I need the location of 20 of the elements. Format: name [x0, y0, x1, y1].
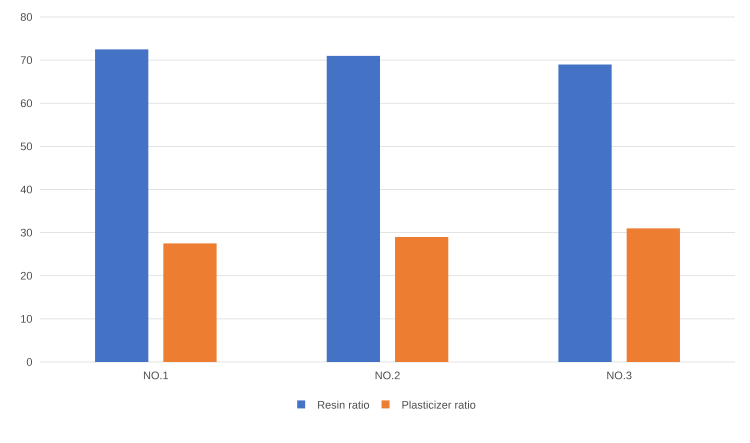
y-tick-label: 80 [20, 13, 32, 21]
bar [163, 243, 217, 362]
bar [558, 64, 612, 362]
x-tick-label: NO.3 [607, 372, 632, 380]
y-tick-label: 40 [20, 186, 32, 194]
x-tick-label: NO.1 [144, 372, 168, 380]
y-tick-label: 10 [21, 315, 32, 323]
bar [326, 56, 380, 362]
y-tick-label: 30 [20, 228, 32, 237]
legend-label: Plasticizer ratio [402, 400, 476, 409]
x-tick-label: NO.2 [376, 372, 400, 380]
y-tick-label: 70 [20, 56, 32, 64]
y-tick-label: 60 [20, 99, 32, 108]
bar [395, 236, 448, 362]
legend-label: Resin ratio [318, 400, 370, 409]
y-tick-label: 0 [26, 358, 32, 366]
y-tick-label: 20 [20, 272, 32, 280]
bar [95, 49, 148, 362]
y-tick-label: 50 [20, 142, 32, 150]
bar [626, 228, 680, 362]
